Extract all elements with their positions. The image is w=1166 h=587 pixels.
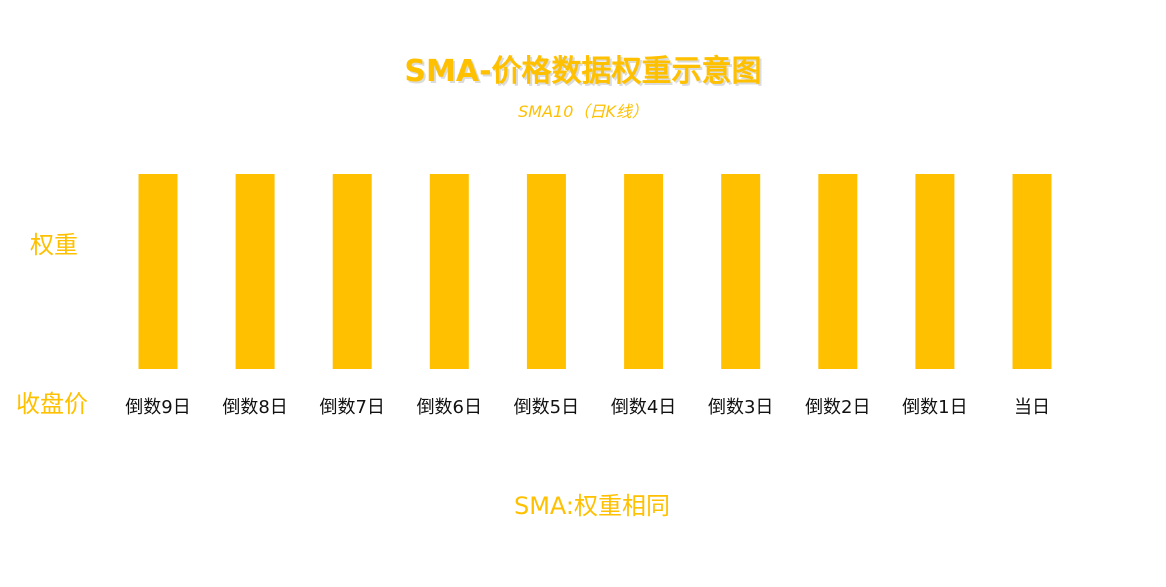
category-label-6: 倒数4日 (611, 397, 676, 418)
bars-group (138, 174, 1052, 369)
bar-9 (915, 174, 955, 369)
chart-title: SMA-价格数据权重示意图 (404, 54, 761, 89)
category-label-4: 倒数6日 (417, 397, 482, 418)
chart-caption: SMA:权重相同 (514, 492, 670, 520)
category-label-3: 倒数7日 (319, 397, 384, 418)
chart-subtitle: SMA10（日K线） (518, 102, 648, 121)
x-axis-label: 收盘价 (16, 390, 88, 418)
bar-1 (138, 174, 178, 369)
y-axis-label: 权重 (30, 231, 78, 259)
category-label-10: 当日 (1014, 397, 1050, 418)
bar-8 (818, 174, 858, 369)
category-label-1: 倒数9日 (125, 397, 190, 418)
bar-6 (624, 174, 664, 369)
category-label-5: 倒数5日 (514, 397, 579, 418)
bar-10 (1012, 174, 1052, 369)
category-label-2: 倒数8日 (222, 397, 287, 418)
bar-3 (332, 174, 372, 369)
bar-7 (721, 174, 761, 369)
category-labels-group: 倒数9日 倒数8日 倒数7日 倒数6日 倒数5日 倒数4日 倒数3日 倒数2日 倒数1日 当日 (125, 397, 1050, 418)
category-label-7: 倒数3日 (708, 397, 773, 418)
bar-4 (429, 174, 469, 369)
category-label-8: 倒数2日 (805, 397, 870, 418)
bar-2 (235, 174, 275, 369)
bar-5 (526, 174, 566, 369)
category-label-9: 倒数1日 (902, 397, 967, 418)
chart-title-shadow: SMA-价格数据权重示意图 (406, 56, 763, 91)
